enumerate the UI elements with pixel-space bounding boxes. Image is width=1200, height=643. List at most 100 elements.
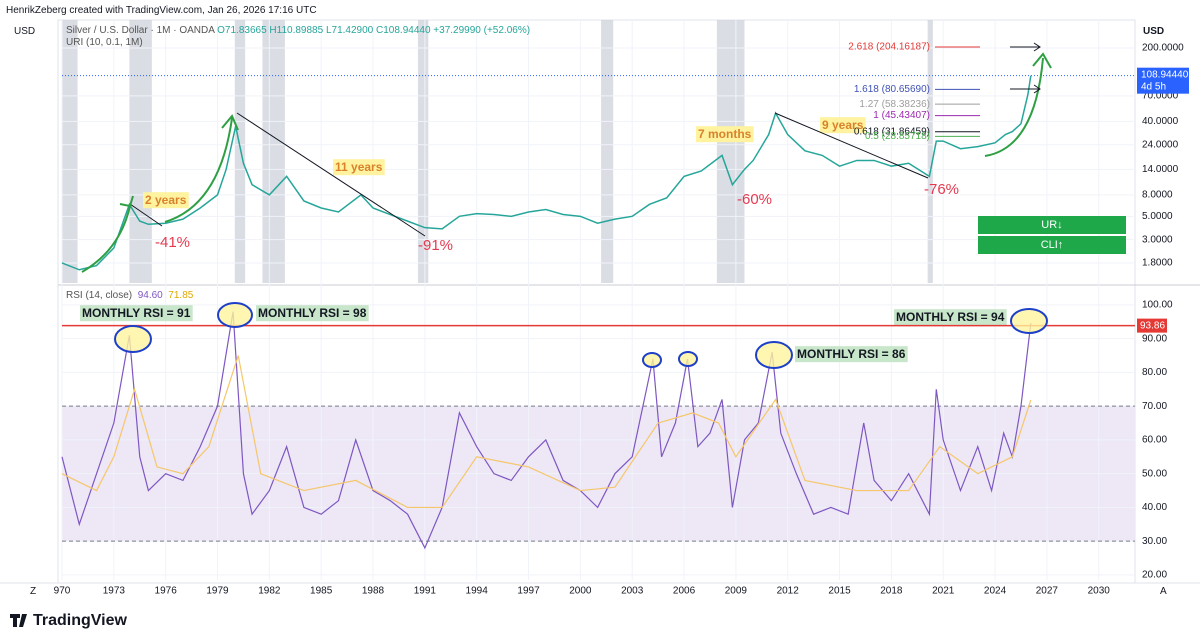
rsi-callout-bg bbox=[80, 305, 193, 322]
fib-label: 0.618 (31.86459) bbox=[854, 126, 930, 137]
rsi-callout-bg bbox=[795, 346, 908, 363]
legend: Silver / U.S. Dollar · 1M · OANDA O71.83… bbox=[66, 25, 530, 36]
annotation-bg bbox=[143, 192, 189, 209]
fib-label: 1 (45.43407) bbox=[873, 110, 930, 121]
rsi-tick-label: 30.00 bbox=[1142, 536, 1167, 547]
currency-right: USD bbox=[1143, 26, 1165, 37]
rsi-title: RSI (14, close) bbox=[66, 290, 133, 301]
annotation: 9 years bbox=[822, 118, 864, 132]
y-tick-label: 24.0000 bbox=[1142, 139, 1179, 150]
x-tick-label: 1991 bbox=[414, 586, 437, 597]
ohlc-low: L71.42900 bbox=[325, 25, 374, 36]
series-line bbox=[61, 355, 1032, 509]
ohlc-high: H110.89885 bbox=[269, 25, 324, 36]
y-tick-label: 40.0000 bbox=[1142, 116, 1179, 127]
rsi-tick-label: 90.00 bbox=[1142, 333, 1167, 344]
currency-left: USD bbox=[14, 26, 36, 37]
price-tag-label: 108.94440 bbox=[1141, 69, 1189, 80]
rsi-circles bbox=[114, 302, 1048, 369]
x-tick-label: 2000 bbox=[569, 586, 592, 597]
x-tick-label: 2003 bbox=[621, 586, 644, 597]
recession-band bbox=[234, 20, 246, 283]
rsi-callout-bg bbox=[256, 305, 369, 322]
recession-band bbox=[262, 20, 285, 283]
x-tick-label: 1988 bbox=[362, 586, 385, 597]
x-tick-label: 2027 bbox=[1036, 586, 1059, 597]
x-tick-label: 1994 bbox=[466, 586, 489, 597]
annotation: -76% bbox=[924, 181, 959, 198]
annotation: 7 months bbox=[698, 127, 752, 141]
x-tick-label: 2021 bbox=[932, 586, 955, 597]
x-tick-label: 2006 bbox=[673, 586, 696, 597]
rsi-ma-reading: 71.85 bbox=[168, 290, 194, 301]
x-tick-label: 1979 bbox=[206, 586, 229, 597]
recession-band bbox=[927, 20, 933, 283]
rsi-tick-label: 60.00 bbox=[1142, 435, 1167, 446]
x-tick-label: 2024 bbox=[984, 586, 1007, 597]
y-tick-label: 70.0000 bbox=[1142, 91, 1179, 102]
corner-left: Z bbox=[30, 586, 37, 597]
annotation: -60% bbox=[737, 191, 772, 208]
y-tick-label: 1.8000 bbox=[1142, 258, 1173, 269]
x-tick-label: 1997 bbox=[517, 586, 540, 597]
rsi-tick-label: 50.00 bbox=[1142, 468, 1167, 479]
change: +37.29990 (+52.06%) bbox=[433, 25, 531, 36]
y-tick-label: 200.0000 bbox=[1142, 43, 1184, 54]
x-tick-label: 1982 bbox=[258, 586, 281, 597]
price-tag bbox=[1137, 67, 1189, 94]
projection-arrows bbox=[1010, 42, 1041, 94]
logo bbox=[10, 614, 27, 627]
rsi-legend: RSI (14, close) 94.60 71.85 bbox=[66, 290, 193, 301]
y-tick-label: 14.0000 bbox=[1142, 164, 1179, 175]
rsi-tick-label: 100.00 bbox=[1142, 300, 1173, 311]
rsi-tick-label: 80.00 bbox=[1142, 367, 1167, 378]
series-line bbox=[61, 75, 1032, 271]
annotation-bg bbox=[333, 159, 385, 176]
y-tick-label: 8.0000 bbox=[1142, 190, 1173, 201]
ohlc-open: O71.83665 bbox=[217, 25, 267, 36]
rsi-tick-label: 70.00 bbox=[1142, 401, 1167, 412]
recession-band bbox=[716, 20, 745, 283]
rsi-tick-label: 40.00 bbox=[1142, 502, 1167, 513]
price-countdown: 4d 5h bbox=[1141, 81, 1166, 92]
rsi-reading: 94.60 bbox=[137, 290, 163, 301]
header: HenrikZeberg created with TradingView.co… bbox=[6, 5, 317, 16]
x-tick-label: 2015 bbox=[828, 586, 851, 597]
y-tick-label: 3.0000 bbox=[1142, 234, 1173, 245]
symbol: Silver / U.S. Dollar · 1M · OANDA bbox=[66, 25, 215, 36]
trend-lines bbox=[129, 112, 929, 237]
threshold-label: 93.86 bbox=[1140, 320, 1165, 331]
y-tick-label: 5.0000 bbox=[1142, 211, 1173, 222]
fib-label: 0.5 (28.85718) bbox=[865, 131, 930, 142]
rsi-callout: MONTHLY RSI = 94 bbox=[896, 310, 1005, 324]
x-tick-label: 1976 bbox=[155, 586, 178, 597]
recession-band bbox=[417, 20, 429, 283]
x-tick-label: 1973 bbox=[103, 586, 126, 597]
fib-label: 1.27 (58.38236) bbox=[859, 99, 930, 110]
annotation: -41% bbox=[155, 234, 190, 251]
signal-box: UR↓ bbox=[978, 216, 1126, 234]
annotation-bg bbox=[696, 126, 754, 143]
x-tick-label: 2009 bbox=[725, 586, 748, 597]
annotation-bg bbox=[820, 117, 866, 134]
recession-band bbox=[601, 20, 614, 283]
green-arrows bbox=[81, 52, 1052, 273]
rsi-callout: MONTHLY RSI = 91 bbox=[82, 306, 191, 320]
x-tick-label: 2030 bbox=[1088, 586, 1111, 597]
corner-right: A bbox=[1160, 586, 1167, 597]
rsi-callout: MONTHLY RSI = 86 bbox=[797, 347, 906, 361]
x-tick-label: 2018 bbox=[880, 586, 903, 597]
signal-box: CLI↑ bbox=[978, 236, 1126, 254]
annotation: 2 years bbox=[145, 193, 187, 207]
ohlc-close: C108.94440 bbox=[376, 25, 431, 36]
annotation: -91% bbox=[418, 237, 453, 254]
recession-band bbox=[62, 20, 78, 283]
x-tick-label: 2012 bbox=[777, 586, 800, 597]
x-tick-label: 970 bbox=[54, 586, 71, 597]
rsi-tick-label: 20.00 bbox=[1142, 570, 1167, 581]
brand: TradingView bbox=[33, 612, 127, 629]
x-tick-label: 1985 bbox=[310, 586, 333, 597]
fib-label: 2.618 (204.16187) bbox=[848, 42, 930, 53]
